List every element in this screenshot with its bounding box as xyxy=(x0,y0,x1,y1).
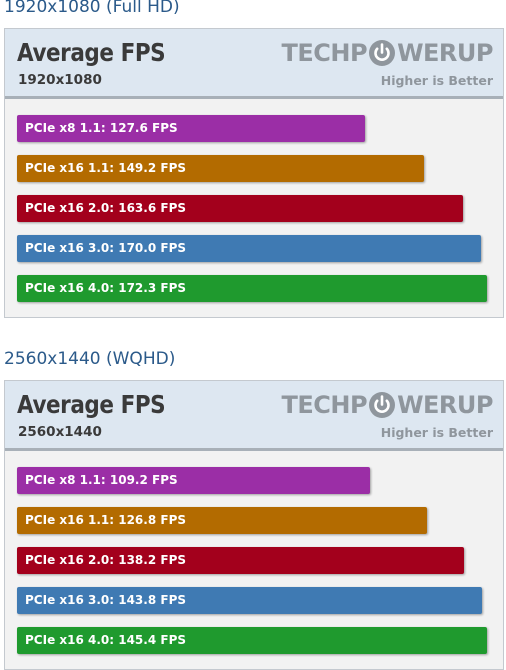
chart-title: Average FPS xyxy=(17,390,166,419)
bar-pcie-x16-3-0: PCIe x16 3.0: 170.0 FPS xyxy=(17,235,481,262)
chart-panel-wqhd: Average FPS 2560x1440 TECHP WERUP Higher… xyxy=(4,380,504,670)
bar-label: PCIe x8 1.1: 109.2 FPS xyxy=(25,473,178,487)
bar-label: PCIe x16 1.1: 126.8 FPS xyxy=(25,513,187,527)
bar-pcie-x8-1-1: PCIe x8 1.1: 127.6 FPS xyxy=(17,115,365,142)
logo-text-right: WERUP xyxy=(397,391,493,419)
techpowerup-logo: TECHP WERUP xyxy=(282,389,494,421)
bar-label: PCIe x16 4.0: 172.3 FPS xyxy=(25,281,187,295)
chart-panel-fullhd: Average FPS 1920x1080 TECHP WERUP Higher… xyxy=(4,28,504,318)
higher-is-better-note: Higher is Better xyxy=(380,73,493,88)
chart-title: Average FPS xyxy=(17,38,166,67)
logo-text-right: WERUP xyxy=(397,39,493,67)
section-heading-fullhd: 1920x1080 (Full HD) xyxy=(4,0,180,17)
bar-label: PCIe x16 3.0: 170.0 FPS xyxy=(25,241,187,255)
bar-label: PCIe x16 2.0: 138.2 FPS xyxy=(25,553,187,567)
bar-pcie-x16-1-1: PCIe x16 1.1: 126.8 FPS xyxy=(17,507,427,534)
bar-label: PCIe x16 2.0: 163.6 FPS xyxy=(25,201,187,215)
bar-pcie-x16-3-0: PCIe x16 3.0: 143.8 FPS xyxy=(17,587,482,614)
chart-header: Average FPS 1920x1080 TECHP WERUP Higher… xyxy=(5,29,503,99)
bar-pcie-x8-1-1: PCIe x8 1.1: 109.2 FPS xyxy=(17,467,370,494)
bar-pcie-x16-2-0: PCIe x16 2.0: 138.2 FPS xyxy=(17,547,464,574)
power-icon xyxy=(369,40,396,66)
bar-label: PCIe x16 3.0: 143.8 FPS xyxy=(25,593,187,607)
logo-text-left: TECHP xyxy=(281,39,368,67)
chart-subtitle: 1920x1080 xyxy=(18,72,102,88)
bar-pcie-x16-1-1: PCIe x16 1.1: 149.2 FPS xyxy=(17,155,424,182)
bar-pcie-x16-2-0: PCIe x16 2.0: 163.6 FPS xyxy=(17,195,463,222)
power-icon xyxy=(369,392,396,418)
chart-header: Average FPS 2560x1440 TECHP WERUP Higher… xyxy=(5,381,503,451)
section-heading-wqhd: 2560x1440 (WQHD) xyxy=(4,349,176,369)
bar-label: PCIe x16 4.0: 145.4 FPS xyxy=(25,633,187,647)
bar-label: PCIe x16 1.1: 149.2 FPS xyxy=(25,161,187,175)
techpowerup-logo: TECHP WERUP xyxy=(282,37,494,69)
bar-pcie-x16-4-0: PCIe x16 4.0: 172.3 FPS xyxy=(17,275,487,302)
bar-pcie-x16-4-0: PCIe x16 4.0: 145.4 FPS xyxy=(17,627,487,654)
higher-is-better-note: Higher is Better xyxy=(380,425,493,440)
logo-text-left: TECHP xyxy=(281,391,368,419)
chart-subtitle: 2560x1440 xyxy=(18,424,102,440)
bar-label: PCIe x8 1.1: 127.6 FPS xyxy=(25,121,178,135)
